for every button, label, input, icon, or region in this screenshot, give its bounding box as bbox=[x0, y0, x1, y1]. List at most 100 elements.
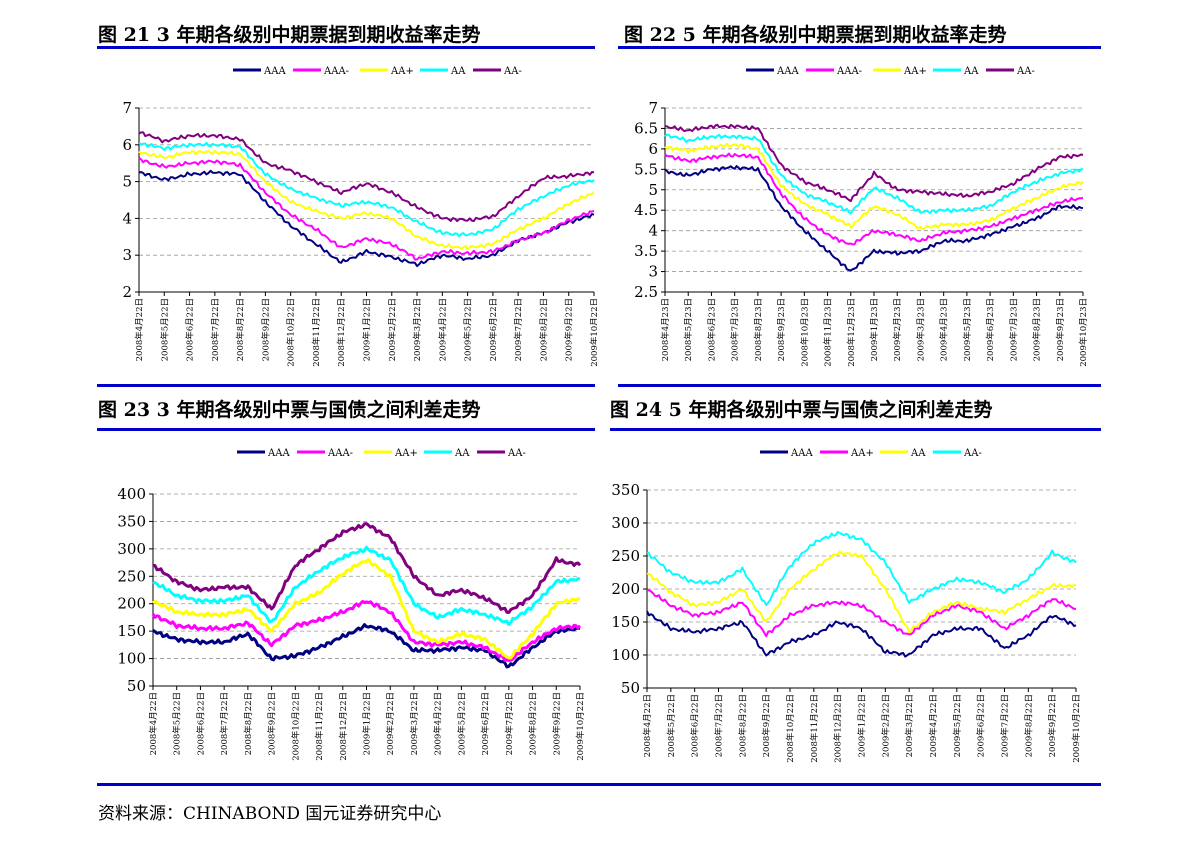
legend-label: AA+ bbox=[390, 66, 414, 77]
legend-label: AA- bbox=[507, 448, 526, 459]
series-line bbox=[152, 558, 581, 660]
x-tick-label: 2009年3月22日 bbox=[412, 298, 423, 361]
x-tick-label: 2009年2月23日 bbox=[892, 298, 903, 361]
series-line bbox=[151, 600, 582, 663]
legend-label: AA bbox=[454, 448, 470, 459]
y-tick-label: 50 bbox=[127, 677, 146, 695]
legend-label: AA- bbox=[1016, 66, 1035, 77]
legend-label: AAA bbox=[267, 448, 290, 459]
x-tick-label: 2008年9月23日 bbox=[776, 298, 787, 361]
y-tick-label: 4.5 bbox=[634, 201, 658, 219]
y-tick-label: 400 bbox=[117, 485, 146, 503]
y-tick-label: 300 bbox=[117, 540, 146, 558]
chart-panel-24: AAA AA+ AA AA- 50 100 150 200 250 300 350 2008年4月22… bbox=[610, 434, 1101, 779]
x-tick-label: 2008年9月22日 bbox=[761, 694, 772, 757]
series-line bbox=[664, 123, 1084, 203]
y-tick-label: 5.5 bbox=[634, 160, 658, 178]
y-tick-label: 5 bbox=[648, 181, 658, 199]
legend-label: AA- bbox=[963, 448, 982, 459]
x-tick-label: 2008年8月22日 bbox=[737, 694, 748, 757]
series-line bbox=[664, 133, 1084, 215]
x-tick-label: 2009年8月22日 bbox=[538, 298, 549, 361]
x-tick-label: 2009年10月22日 bbox=[1071, 694, 1082, 763]
x-tick-label: 2009年7月23日 bbox=[1008, 298, 1019, 361]
x-tick-label: 2009年4月22日 bbox=[437, 298, 448, 361]
legend-label: AAA- bbox=[836, 66, 862, 77]
legend-label: AAA- bbox=[327, 448, 353, 459]
x-tick-label: 2008年10月22日 bbox=[785, 694, 796, 763]
y-tick-label: 7 bbox=[122, 99, 132, 117]
x-tick-label: 2009年4月23日 bbox=[939, 298, 950, 361]
x-tick-label: 2009年9月23日 bbox=[1055, 298, 1066, 361]
x-tick-label: 2008年5月23日 bbox=[683, 298, 694, 361]
x-tick-label: 2008年11月22日 bbox=[314, 692, 325, 761]
legend-label: AAA bbox=[776, 66, 799, 77]
x-tick-label: 2009年2月22日 bbox=[387, 298, 398, 361]
x-tick-label: 2008年10月22日 bbox=[286, 298, 297, 367]
x-tick-label: 2008年12月23日 bbox=[846, 298, 857, 367]
x-tick-label: 2009年1月22日 bbox=[362, 692, 373, 755]
x-tick-label: 2009年5月22日 bbox=[463, 298, 474, 361]
x-tick-label: 2008年11月22日 bbox=[809, 694, 820, 763]
x-tick-label: 2009年2月22日 bbox=[385, 692, 396, 755]
x-tick-label: 2009年9月22日 bbox=[551, 692, 562, 755]
series-line bbox=[138, 149, 595, 250]
series-line bbox=[664, 165, 1084, 272]
series-line bbox=[646, 589, 1077, 638]
x-tick-label: 2008年6月22日 bbox=[195, 692, 206, 755]
series-line bbox=[646, 610, 1077, 658]
x-tick-label: 2009年10月22日 bbox=[589, 298, 597, 367]
figure-title-22: 图 22 5 年期各级别中期票据到期收益率走势 bbox=[624, 24, 1007, 46]
title-rule-bottom-right bbox=[610, 428, 1101, 431]
x-tick-label: 2008年8月23日 bbox=[753, 298, 764, 361]
x-tick-label: 2008年4月22日 bbox=[642, 694, 653, 757]
y-tick-label: 3.5 bbox=[634, 242, 658, 260]
y-tick-label: 7 bbox=[648, 99, 658, 117]
legend: AAA AAA- AA+ AA AA- bbox=[746, 66, 1035, 77]
x-tick-label: 2008年5月22日 bbox=[172, 692, 183, 755]
x-tick-label: 2008年8月22日 bbox=[235, 298, 246, 361]
x-tick-label: 2009年8月22日 bbox=[528, 692, 539, 755]
x-tick-label: 2008年12月22日 bbox=[338, 692, 349, 761]
legend-label: AA bbox=[910, 448, 926, 459]
series-line bbox=[152, 545, 581, 627]
x-tick-label: 2009年6月22日 bbox=[488, 298, 499, 361]
chart-23: AAA AAA- AA+ AA AA- 50 100 150 200 250 300 350 400 20… bbox=[117, 448, 586, 761]
legend: AAA AAA- AA+ AA AA- bbox=[237, 448, 526, 459]
series-line bbox=[138, 131, 595, 223]
series-line bbox=[138, 141, 595, 238]
x-tick-label: 2009年4月22日 bbox=[433, 692, 444, 755]
x-tick-label: 2008年7月23日 bbox=[730, 298, 741, 361]
x-tick-label: 2008年7月22日 bbox=[219, 692, 230, 755]
y-tick-label: 3 bbox=[648, 263, 658, 281]
y-tick-label: 4 bbox=[648, 222, 658, 240]
x-tick-label: 2008年8月22日 bbox=[243, 692, 254, 755]
x-tick-label: 2009年8月23日 bbox=[1032, 298, 1043, 361]
y-tick-label: 3 bbox=[122, 246, 132, 264]
legend-label: AA- bbox=[503, 66, 522, 77]
series-line bbox=[664, 152, 1084, 246]
x-tick-label: 2008年9月22日 bbox=[267, 692, 278, 755]
x-tick-label: 2009年1月23日 bbox=[869, 298, 880, 361]
y-tick-label: 300 bbox=[611, 514, 640, 532]
section-rule-left bbox=[97, 384, 595, 387]
y-tick-label: 2 bbox=[122, 283, 132, 301]
x-tick-label: 2008年6月23日 bbox=[706, 298, 717, 361]
legend-label: AA+ bbox=[850, 448, 874, 459]
x-tick-label: 2009年7月22日 bbox=[513, 298, 524, 361]
section-rule-right bbox=[618, 384, 1101, 387]
x-tick-label: 2009年4月22日 bbox=[928, 694, 939, 757]
x-tick-label: 2009年2月22日 bbox=[880, 694, 891, 757]
title-rule-top-left bbox=[97, 46, 595, 49]
y-tick-label: 100 bbox=[611, 646, 640, 664]
y-tick-label: 350 bbox=[611, 481, 640, 499]
series-line bbox=[152, 522, 582, 614]
x-tick-label: 2009年10月23日 bbox=[1078, 298, 1089, 367]
series-line bbox=[138, 169, 595, 268]
source-note: 资料来源：CHINABOND 国元证券研究中心 bbox=[98, 804, 442, 824]
y-tick-label: 150 bbox=[611, 613, 640, 631]
y-tick-label: 6.5 bbox=[634, 119, 658, 137]
x-tick-label: 2009年5月22日 bbox=[952, 694, 963, 757]
x-tick-label: 2008年12月22日 bbox=[833, 694, 844, 763]
y-tick-label: 150 bbox=[117, 622, 146, 640]
